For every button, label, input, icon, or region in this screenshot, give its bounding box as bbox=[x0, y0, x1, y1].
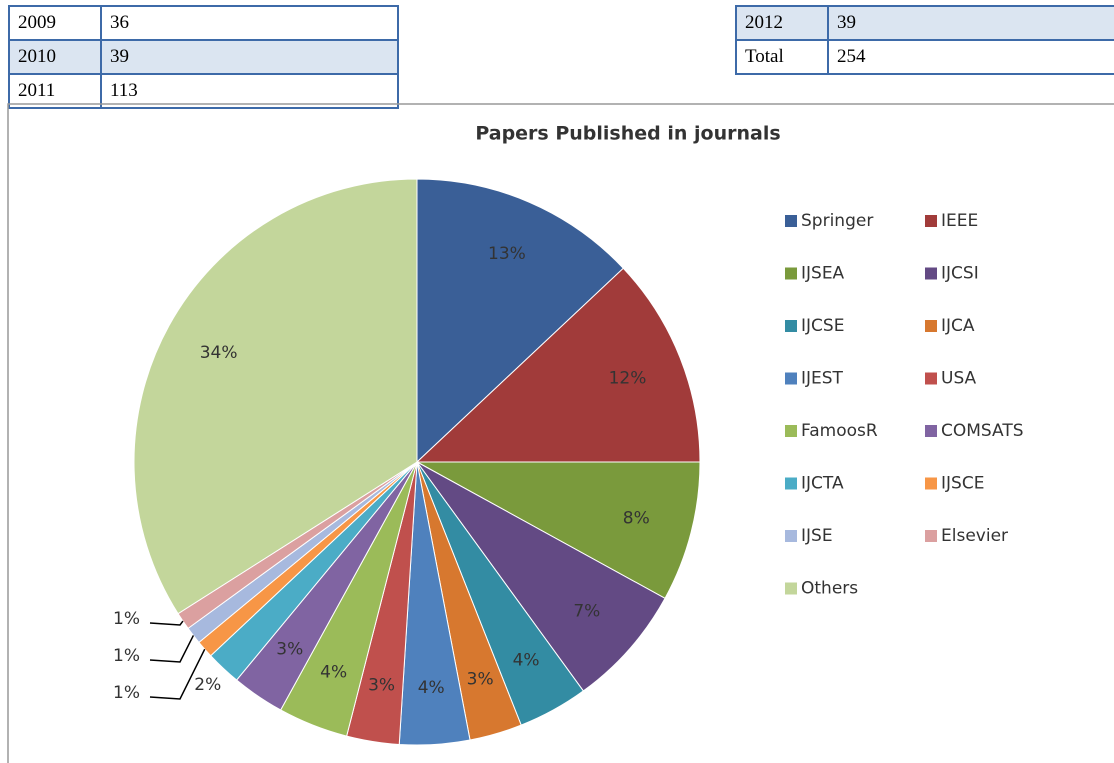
legend-swatch bbox=[785, 215, 797, 227]
slice-label: 13% bbox=[488, 244, 526, 264]
legend-label: FamoosR bbox=[801, 421, 878, 441]
legend-swatch bbox=[785, 267, 797, 280]
year-table: 2009 36 2010 39 2011 113 bbox=[8, 5, 399, 109]
slice-label: 4% bbox=[320, 663, 347, 683]
cell: 254 bbox=[827, 39, 1114, 75]
slice-label: 1% bbox=[113, 683, 140, 703]
legend-swatch bbox=[785, 477, 797, 490]
leader-line bbox=[149, 635, 195, 663]
slice-label: 7% bbox=[573, 602, 600, 622]
cell: 113 bbox=[100, 73, 399, 109]
slice-label: 2% bbox=[194, 675, 221, 695]
legend-swatch bbox=[925, 530, 937, 542]
cell: 36 bbox=[100, 5, 399, 41]
legend-label: Springer bbox=[801, 211, 873, 231]
cell: 2010 bbox=[8, 39, 102, 75]
legend-label: IJCTA bbox=[801, 474, 844, 494]
legend-swatch bbox=[785, 425, 797, 437]
pie-slice bbox=[416, 461, 522, 741]
pie-slice bbox=[187, 461, 418, 644]
slice-label: 4% bbox=[418, 678, 445, 698]
pie-slice bbox=[416, 178, 625, 464]
slice-label: 3% bbox=[276, 639, 303, 659]
legend-label: IJSE bbox=[801, 526, 833, 546]
cell: 2012 bbox=[735, 5, 829, 41]
pie-slice bbox=[416, 461, 701, 600]
slice-label: 3% bbox=[467, 669, 494, 689]
legend-label: IJCSI bbox=[941, 264, 979, 284]
legend-swatch bbox=[925, 372, 937, 385]
slice-label: 4% bbox=[513, 650, 540, 670]
pie-slice bbox=[415, 267, 701, 463]
legend-swatch bbox=[785, 372, 797, 385]
pie-slice bbox=[346, 461, 418, 745]
slice-label: 8% bbox=[623, 508, 650, 528]
legend-label: COMSATS bbox=[941, 421, 1024, 441]
leader-line bbox=[149, 648, 206, 700]
cell: 39 bbox=[100, 39, 399, 75]
legend-label: IJCSE bbox=[801, 316, 844, 336]
chart-title: Papers Published in journals bbox=[475, 123, 780, 145]
pie-slice bbox=[416, 461, 585, 726]
cell: 39 bbox=[827, 5, 1114, 41]
row: 2012 39 bbox=[735, 5, 1114, 41]
legend-swatch bbox=[925, 425, 937, 437]
row: Total 254 bbox=[735, 39, 1114, 75]
legend-label: IEEE bbox=[941, 211, 978, 231]
chart-frame bbox=[7, 103, 1114, 763]
year-table: 2012 39 Total 254 bbox=[735, 5, 1114, 75]
pie-slice bbox=[133, 178, 418, 615]
legend-swatch bbox=[925, 215, 937, 227]
pie-slice bbox=[209, 461, 418, 681]
pie-slice bbox=[416, 461, 666, 692]
legend-swatch bbox=[925, 320, 937, 332]
legend-swatch bbox=[785, 582, 797, 595]
slice-label: 12% bbox=[609, 369, 647, 389]
pie-slice bbox=[177, 461, 418, 630]
legend-label: IJCA bbox=[941, 316, 975, 336]
legend-swatch bbox=[925, 477, 937, 490]
row: 2009 36 bbox=[8, 5, 399, 41]
cell: 2009 bbox=[8, 5, 102, 41]
pie-slice bbox=[235, 461, 418, 711]
legend-label: USA bbox=[941, 369, 977, 389]
pie-slice bbox=[198, 461, 418, 657]
legend-swatch bbox=[785, 320, 797, 332]
row: 2010 39 bbox=[8, 39, 399, 75]
legend-label: IJSEA bbox=[801, 264, 845, 284]
legend-label: IJEST bbox=[801, 369, 844, 389]
slice-label: 34% bbox=[200, 343, 238, 363]
row: 2011 113 bbox=[8, 73, 399, 109]
cell: 2011 bbox=[8, 73, 102, 109]
legend-swatch bbox=[925, 267, 937, 280]
slice-label: 3% bbox=[368, 676, 395, 696]
cell: Total bbox=[735, 39, 829, 75]
pie-slice bbox=[279, 461, 418, 737]
pie-slice bbox=[398, 461, 471, 746]
legend-label: IJSCE bbox=[941, 474, 984, 494]
slice-label: 1% bbox=[113, 609, 140, 629]
legend-swatch bbox=[785, 530, 797, 542]
legend-label: Elsevier bbox=[941, 526, 1008, 546]
leader-line bbox=[149, 620, 184, 626]
slice-label: 1% bbox=[113, 646, 140, 666]
legend-label: Others bbox=[801, 579, 858, 599]
